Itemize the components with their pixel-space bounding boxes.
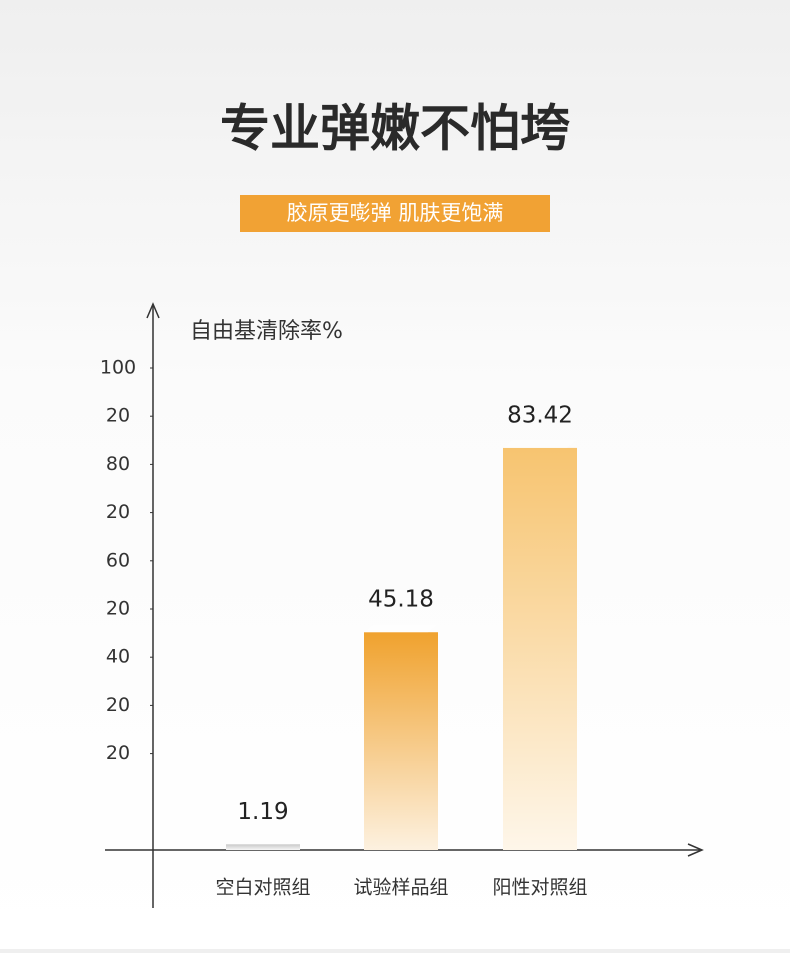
bar-fade [503, 447, 577, 850]
y-tick-label: 40 [106, 646, 130, 668]
subtitle: 胶原更嘭弹 肌肤更饱满 [287, 201, 504, 225]
x-axis-arrow [687, 843, 704, 857]
bar-top [364, 624, 438, 633]
y-tick-label: 20 [106, 742, 130, 764]
y-tick-label: 20 [106, 694, 130, 716]
value-label: 45.18 [368, 587, 434, 613]
y-tick-label: 60 [106, 549, 130, 571]
x-tick-label: 空白对照组 [215, 877, 310, 899]
y-axis-label: 自由基清除率% [190, 319, 343, 344]
bar-fade [226, 844, 300, 850]
value-label: 1.19 [237, 799, 288, 825]
bar-fade [364, 632, 438, 850]
y-tick-label: 80 [106, 453, 130, 475]
chart-title: 专业弹嫩不怕垮 [220, 100, 570, 158]
bar-top [226, 836, 300, 845]
y-tick-label: 100 [100, 357, 136, 379]
x-tick-label: 试验样品组 [353, 877, 448, 899]
y-axis-arrow [146, 302, 160, 319]
value-label: 83.42 [507, 402, 573, 428]
y-tick-label: 20 [106, 405, 130, 427]
y-tick-label: 20 [106, 501, 130, 523]
y-tick-label: 20 [106, 598, 130, 620]
subtitle-band [240, 195, 550, 232]
bar-top [503, 439, 577, 448]
x-tick-label: 阳性对照组 [492, 877, 587, 899]
